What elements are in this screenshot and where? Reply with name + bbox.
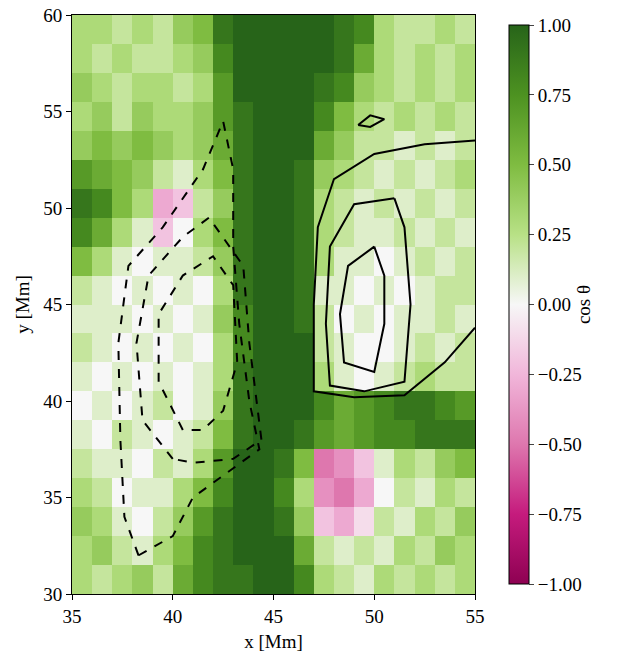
svg-text:0.50: 0.50	[538, 154, 571, 175]
svg-text:0.75: 0.75	[538, 85, 571, 106]
svg-text:60: 60	[43, 5, 62, 26]
svg-text:30: 30	[43, 584, 62, 605]
svg-text:0.00: 0.00	[538, 294, 571, 315]
svg-text:x [Mm]: x [Mm]	[244, 631, 303, 652]
svg-text:35: 35	[43, 487, 62, 508]
svg-text:cos θ: cos θ	[573, 285, 594, 324]
svg-text:50: 50	[43, 198, 62, 219]
svg-text:−0.50: −0.50	[538, 434, 582, 455]
svg-text:−0.25: −0.25	[538, 364, 582, 385]
svg-text:55: 55	[466, 606, 485, 627]
svg-text:40: 40	[43, 391, 62, 412]
svg-text:35: 35	[63, 606, 82, 627]
svg-text:1.00: 1.00	[538, 15, 571, 36]
svg-text:−1.00: −1.00	[538, 574, 582, 595]
svg-text:−0.75: −0.75	[538, 504, 582, 525]
svg-text:y [Mm]: y [Mm]	[12, 275, 33, 334]
svg-text:55: 55	[43, 101, 62, 122]
svg-text:45: 45	[264, 606, 283, 627]
svg-text:0.25: 0.25	[538, 224, 571, 245]
svg-text:45: 45	[43, 294, 62, 315]
svg-text:40: 40	[163, 606, 182, 627]
svg-text:50: 50	[365, 606, 384, 627]
